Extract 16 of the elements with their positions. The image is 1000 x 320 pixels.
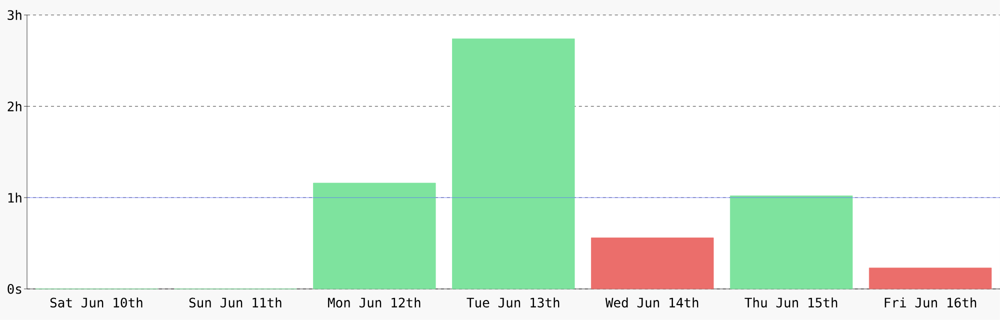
x-tick-label: Tue Jun 13th — [466, 297, 560, 308]
y-tick-label: 1h — [8, 192, 22, 203]
bar — [313, 182, 436, 290]
bar — [452, 38, 575, 290]
x-tick-label: Sun Jun 11th — [189, 297, 282, 308]
bar — [868, 268, 992, 290]
y-tick-label: 2h — [8, 101, 22, 112]
x-tick-label: Fri Jun 16th — [884, 297, 976, 308]
y-tick-label: 0s — [8, 284, 22, 294]
x-tick-label: Wed Jun 14th — [605, 297, 698, 308]
bar — [730, 196, 853, 290]
y-tick-label: 3h — [8, 10, 22, 20]
x-tick-label: Sat Jun 10th — [50, 297, 142, 308]
bar — [591, 238, 714, 290]
x-tick-label: Mon Jun 12th — [328, 297, 420, 308]
x-tick-label: Thu Jun 15th — [744, 297, 838, 308]
